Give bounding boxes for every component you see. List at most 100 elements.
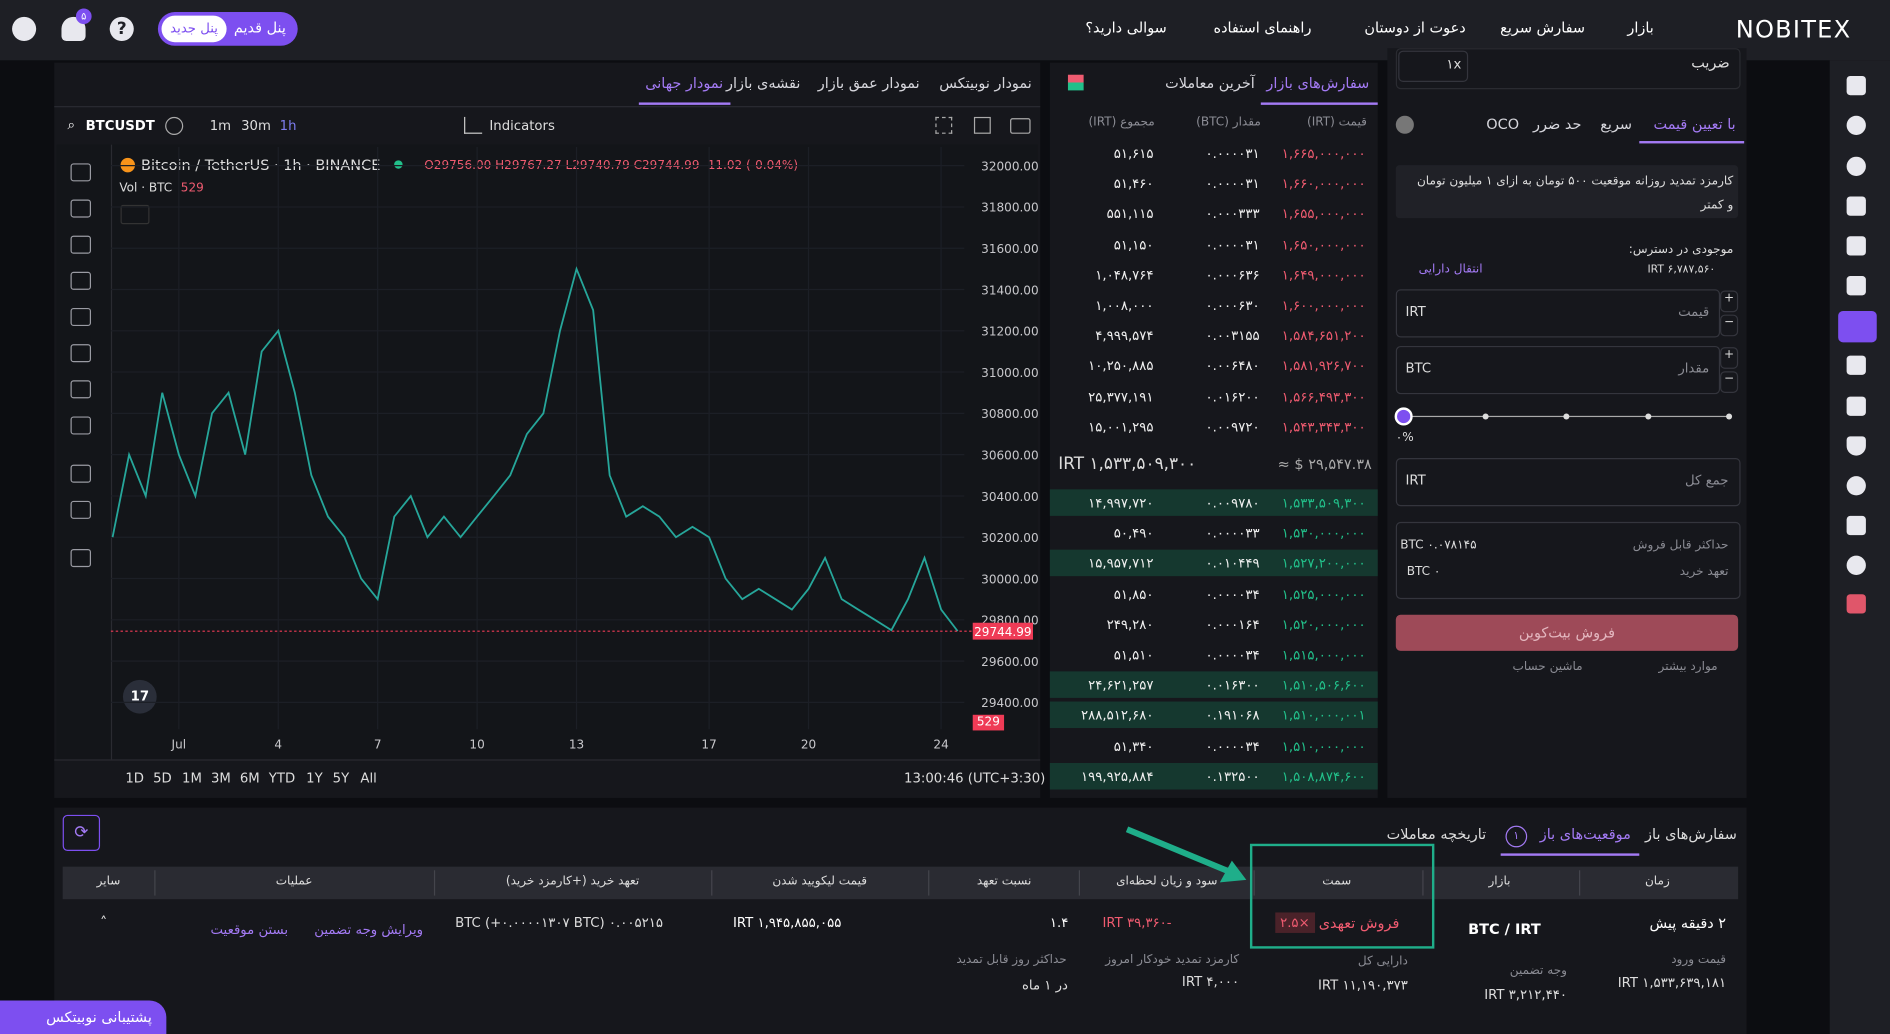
price: ۱,۵۲۵,۰۰۰,۰۰۰: [1281, 586, 1366, 603]
plus[interactable]: +: [1720, 290, 1739, 313]
nav-link[interactable]: راهنمای استفاده: [1213, 19, 1312, 37]
close-position[interactable]: بستن موقعیت: [210, 922, 289, 938]
leverage-select[interactable]: [1398, 50, 1469, 82]
expand-icon[interactable]: [973, 116, 991, 134]
logo[interactable]: NOBITEX: [1735, 14, 1852, 44]
fullscreen-icon[interactable]: [935, 116, 953, 134]
side-active[interactable]: [1838, 310, 1877, 343]
side-icon[interactable]: [1846, 436, 1866, 456]
more-link[interactable]: موارد بیشتر: [1658, 660, 1718, 674]
total: ۵۱,۵۱۰: [1113, 647, 1154, 663]
side-icon[interactable]: [1846, 355, 1866, 375]
nav-link[interactable]: دعوت از دوستان: [1364, 19, 1466, 37]
positions-tab[interactable]: موقعیت‌های باز: [1539, 825, 1631, 843]
interval[interactable]: 1m: [209, 118, 232, 134]
side-icon[interactable]: [1846, 594, 1866, 614]
total: ۵۱,۳۴۰: [1113, 738, 1154, 755]
indicators-icon[interactable]: [464, 116, 483, 134]
volume-value: 529: [180, 182, 204, 196]
nav-link[interactable]: سفارش سریع: [1500, 19, 1586, 37]
side-icon[interactable]: [1846, 515, 1866, 536]
total-unit: IRT: [1405, 472, 1426, 489]
nav-link[interactable]: سوالی دارید؟: [1085, 19, 1167, 37]
orderbook-tab[interactable]: آخرین معاملات: [1165, 74, 1255, 92]
panel-new[interactable]: پنل جدید: [161, 15, 227, 43]
refresh-button[interactable]: ⟳: [62, 814, 101, 851]
edit-margin[interactable]: ویرایش وجه تضمین: [314, 922, 424, 938]
nav-link[interactable]: بازار: [1627, 19, 1654, 37]
tv-logo[interactable]: 17: [122, 679, 157, 714]
amount-input[interactable]: [1395, 345, 1721, 395]
side-icon[interactable]: [1846, 236, 1866, 256]
expand-row[interactable]: ˄: [100, 913, 108, 931]
calculator-link[interactable]: ماشین حساب: [1512, 660, 1583, 674]
chart-area: [56, 144, 1038, 760]
support-button[interactable]: پشتیبانی نوبیتکس: [0, 1000, 167, 1034]
total-input[interactable]: [1395, 458, 1741, 507]
side-icon[interactable]: [1846, 276, 1866, 296]
collapse-button[interactable]: [120, 204, 150, 225]
header-cell: سود و زیان لحظه‌ای: [1116, 875, 1218, 889]
chart-tab[interactable]: نقشه‌ی بازار: [726, 74, 801, 92]
form-tab[interactable]: حد ضرر: [1533, 115, 1582, 133]
user-icon[interactable]: [12, 16, 37, 41]
minus[interactable]: −: [1720, 314, 1739, 337]
total: ۱۵,۰۰۱,۲۹۵: [1088, 419, 1154, 435]
leverage[interactable]: ۱x: [1446, 56, 1462, 73]
slider-step[interactable]: [1726, 413, 1733, 420]
chart-tab[interactable]: نمودار عمق بازار: [817, 74, 920, 92]
layout-icon[interactable]: [1067, 74, 1084, 91]
symbol[interactable]: BTCUSDT: [85, 118, 155, 134]
positions-tab[interactable]: سفارش‌های باز: [1645, 825, 1737, 843]
transfer-link[interactable]: انتقال دارایی: [1418, 262, 1483, 277]
minus[interactable]: −: [1720, 371, 1739, 393]
pnl: -۳۹,۳۶۰ IRT: [1102, 914, 1172, 931]
form-tab[interactable]: با تعیین قیمت: [1653, 115, 1736, 133]
orderbook-row: ۱,۵۳۳,۵۰۹,۳۰۰ ۰.۰۰۹۷۸۰ ۱۴,۹۹۷,۷۲۰: [1049, 489, 1378, 516]
orderbook-tab[interactable]: سفارش‌های بازار: [1266, 74, 1370, 92]
order-form: [1387, 48, 1747, 798]
amount: ۰.۰۰۹۷۲۰: [1205, 419, 1260, 435]
total: ۵۰,۴۹۰: [1113, 525, 1154, 542]
range-button: 5D: [153, 770, 172, 786]
side-icon[interactable]: [1846, 196, 1866, 216]
liquidation: ۱,۹۴۵,۸۵۵,۰۵۵ IRT: [732, 914, 842, 931]
total: ۱۰,۲۵۰,۸۸۵: [1088, 358, 1154, 375]
positions-tab[interactable]: تاریخچه معاملات: [1386, 825, 1487, 843]
slider-step[interactable]: [1563, 413, 1570, 420]
interval[interactable]: 1h: [279, 118, 297, 134]
detail-label: قیمت ورود: [1671, 953, 1727, 967]
orderbook-row: ۱,۵۲۵,۰۰۰,۰۰۰ ۰.۰۰۰۰۳۴ ۵۱,۸۵۰: [1050, 580, 1378, 607]
slider-thumb[interactable]: [1394, 407, 1413, 426]
info-icon[interactable]: [1395, 115, 1414, 134]
side-icon[interactable]: [1846, 555, 1866, 575]
slider-step[interactable]: [1482, 413, 1489, 420]
price-input[interactable]: [1395, 289, 1721, 338]
submit-button[interactable]: فروش بیت‌کوین: [1395, 614, 1739, 651]
amount: ۰.۰۰۶۴۸۰: [1205, 358, 1260, 375]
interval[interactable]: 30m: [241, 118, 271, 134]
plus[interactable]: +: [1720, 347, 1739, 369]
form-tab[interactable]: OCO: [1486, 115, 1520, 133]
panel-old[interactable]: پنل قدیم: [233, 19, 286, 37]
fee-note: کارمزد تمدید روزانه موقعیت ۵۰۰ تومان به …: [1416, 174, 1734, 213]
form-tab[interactable]: سریع: [1600, 115, 1633, 133]
side-icon[interactable]: [1846, 156, 1866, 176]
compare-icon[interactable]: [165, 116, 184, 136]
side-icon[interactable]: [1846, 75, 1866, 96]
side-icon[interactable]: [1846, 115, 1866, 136]
tab-underline: [638, 102, 731, 105]
camera-icon[interactable]: [1010, 118, 1031, 134]
indicators[interactable]: Indicators: [489, 118, 555, 134]
header-cell: بازار: [1488, 875, 1511, 889]
chart-tab[interactable]: نمودار نوبیتکس: [939, 74, 1032, 92]
help-icon[interactable]: ?: [109, 16, 134, 41]
header-cell: قیمت لیکویید شدن: [772, 875, 867, 889]
slider-step[interactable]: [1645, 413, 1652, 420]
chart-tab[interactable]: نمودار جهانی: [645, 74, 724, 92]
side-icon[interactable]: [1846, 396, 1866, 416]
orderbook-row: ۱,۵۱۰,۰۰۰,۰۰۱ ۰.۱۹۱۰۶۸ ۲۸۸,۵۱۲,۶۸۰: [1049, 701, 1378, 729]
side-icon[interactable]: [1846, 476, 1866, 496]
orderbook-row: ۱,۵۳۰,۰۰۰,۰۰۰ ۰.۰۰۰۰۳۳ ۵۰,۴۹۰: [1050, 520, 1378, 547]
search-icon[interactable]: ⌕: [67, 116, 75, 133]
